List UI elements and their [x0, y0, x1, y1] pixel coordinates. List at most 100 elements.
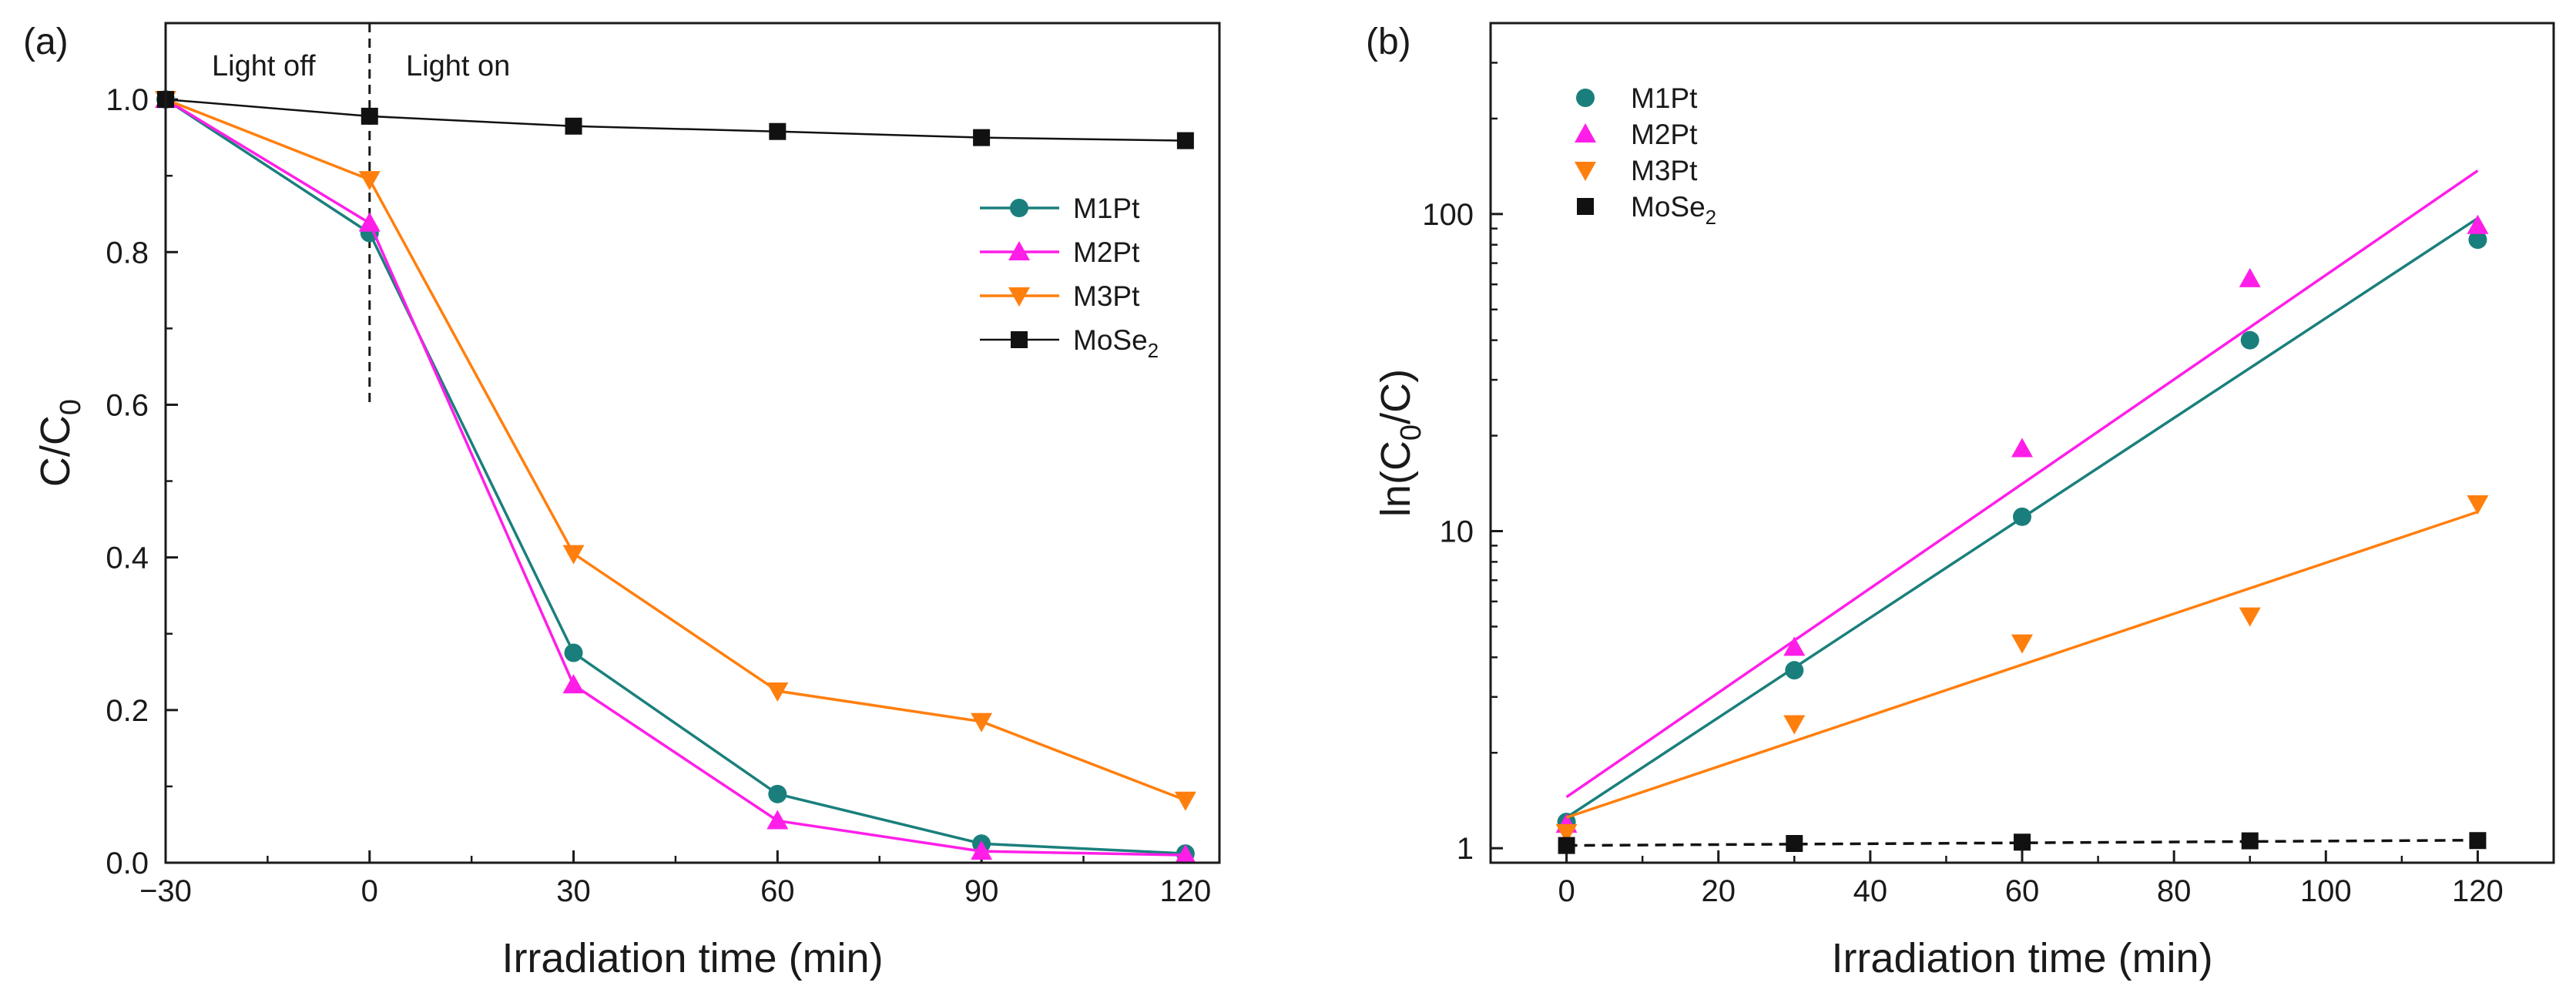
data-point-M3Pt — [1783, 715, 1806, 735]
data-point-MoSe2 — [1176, 132, 1194, 149]
legend-label-M1Pt: M1Pt — [1073, 193, 1140, 224]
legend: M1Pt M2Pt M3Pt MoSe2 — [1575, 82, 1716, 229]
data-point-M2Pt — [1174, 844, 1196, 864]
legend-label-MoSe2: MoSe2 — [1073, 324, 1159, 362]
legend-marker-M2Pt — [1008, 241, 1030, 260]
series-M1Pt — [1557, 216, 2487, 832]
fit-line-M2Pt — [1565, 169, 2479, 799]
data-point-M1Pt — [1785, 661, 1804, 680]
data-point-M2Pt — [2239, 267, 2261, 287]
x-tick-label: 40 — [1853, 874, 1888, 908]
series-M3Pt — [1555, 495, 2489, 843]
data-point-M1Pt — [2468, 230, 2487, 250]
y-axis-title-subscript: 0 — [55, 399, 87, 415]
x-tick-label: 100 — [2300, 874, 2352, 908]
data-point-MoSe2 — [565, 117, 582, 135]
x-tick-label: −30 — [139, 874, 192, 908]
data-point-M2Pt — [2011, 438, 2033, 458]
series-MoSe2 — [157, 91, 1194, 149]
data-point-M3Pt — [2467, 495, 2489, 515]
legend-label-subscript: 2 — [1706, 206, 1716, 229]
series-M1Pt — [156, 90, 1195, 863]
fit-line-M3Pt — [1566, 510, 2478, 819]
legend-marker-M3Pt — [1008, 287, 1030, 307]
legend-marker-M3Pt — [1575, 162, 1596, 181]
legend-label-M1Pt: M1Pt — [1631, 82, 1698, 114]
legend-label-M2Pt: M2Pt — [1631, 119, 1698, 150]
data-point-M2Pt — [562, 674, 585, 694]
data-point-M3Pt — [562, 545, 585, 565]
data-point-M3Pt — [1555, 823, 1578, 843]
data-point-M3Pt — [2011, 634, 2033, 654]
fit-line-MoSe2 — [1566, 838, 2478, 847]
legend-label-main: MoSe — [1631, 191, 1706, 223]
y-axis-title-subscript: 0 — [1395, 424, 1427, 441]
data-point-M1Pt — [2013, 507, 2031, 526]
data-point-MoSe2 — [1786, 835, 1803, 853]
data-point-M3Pt — [971, 713, 993, 733]
data-point-MoSe2 — [2469, 832, 2487, 850]
legend-marker-M2Pt — [1575, 123, 1596, 143]
y-axis-title: C/C0 — [32, 399, 87, 487]
x-tick-label: 120 — [1159, 874, 1211, 908]
panel-label: (b) — [1366, 22, 1411, 62]
legend-label-main: M3Pt — [1073, 280, 1140, 312]
legend-label-main: M2Pt — [1631, 119, 1698, 150]
y-tick-label: 1.0 — [106, 83, 149, 117]
y-tick-label: 10 — [1440, 515, 1474, 549]
legend: M1Pt M2Pt M3Pt MoSe2 — [980, 193, 1159, 362]
panel-a: (a) −30 0 30 60 90 120 0.0 0.2 0.4 0.6 0.8 1.0 Light … — [23, 22, 1221, 981]
x-tick-label: 90 — [964, 874, 999, 908]
legend-label-M2Pt: M2Pt — [1073, 236, 1140, 268]
x-tick-label: 60 — [2005, 874, 2040, 908]
x-axis-title: Irradiation time (min) — [501, 935, 883, 981]
series-M2Pt — [155, 89, 1196, 864]
data-point-M1Pt — [768, 784, 787, 803]
y-tick-label: 1 — [1457, 832, 1474, 866]
x-tick-label: 120 — [2452, 874, 2504, 908]
panel-label: (a) — [23, 22, 69, 62]
x-tick-label: 0 — [1558, 874, 1575, 908]
panel-b: (b)0 20 40 60 80 100 120110100M1PtM2PtM3PtMoSe… — [1366, 22, 2555, 981]
y-axis-title-prefix: ln(C — [1373, 441, 1419, 517]
y-axis-title: ln(C0/C) — [1373, 369, 1427, 517]
data-point-M3Pt — [358, 171, 381, 191]
legend-marker-M1Pt — [1010, 199, 1028, 217]
data-point-M3Pt — [2239, 607, 2261, 627]
plot-frame — [1489, 22, 2555, 864]
x-tick-label: 0 — [361, 874, 378, 908]
x-tick-label: 80 — [2157, 874, 2192, 908]
data-point-M3Pt — [1174, 791, 1196, 811]
legend-label-main: MoSe — [1073, 324, 1148, 356]
data-point-M2Pt — [971, 840, 993, 860]
y-axis-title-main: C/C — [32, 415, 79, 487]
legend-label-main: M1Pt — [1631, 82, 1698, 114]
data-point-M1Pt — [2240, 330, 2259, 350]
data-point-MoSe2 — [973, 129, 991, 146]
y-tick-label: 0.4 — [106, 542, 149, 575]
light-on-label: Light on — [406, 50, 510, 82]
data-point-M3Pt — [766, 682, 789, 703]
series-MoSe2 — [1558, 832, 2487, 854]
series-line-M3Pt — [165, 98, 1186, 802]
series-line-MoSe2 — [165, 98, 1186, 142]
legend-label-main: M1Pt — [1073, 193, 1140, 224]
legend-label-subscript: 2 — [1148, 339, 1159, 362]
data-point-MoSe2 — [769, 122, 787, 140]
legend-marker-M1Pt — [1576, 89, 1595, 107]
plot-frame — [164, 22, 1221, 864]
y-tick-label: 100 — [1422, 198, 1474, 232]
data-point-MoSe2 — [2241, 832, 2259, 850]
y-tick-label: 0.2 — [106, 694, 149, 728]
x-tick-label: 20 — [1701, 874, 1736, 908]
data-point-MoSe2 — [2014, 833, 2031, 851]
legend-marker-MoSe2 — [1577, 198, 1594, 215]
y-tick-label: 0.6 — [106, 388, 149, 422]
y-tick-label: 0.8 — [106, 236, 149, 270]
legend-label-M3Pt: M3Pt — [1631, 155, 1698, 186]
x-tick-label: 60 — [760, 874, 795, 908]
series-M3Pt — [155, 91, 1196, 811]
legend-marker-MoSe2 — [1011, 331, 1028, 348]
y-tick-label: 0.0 — [106, 847, 149, 880]
